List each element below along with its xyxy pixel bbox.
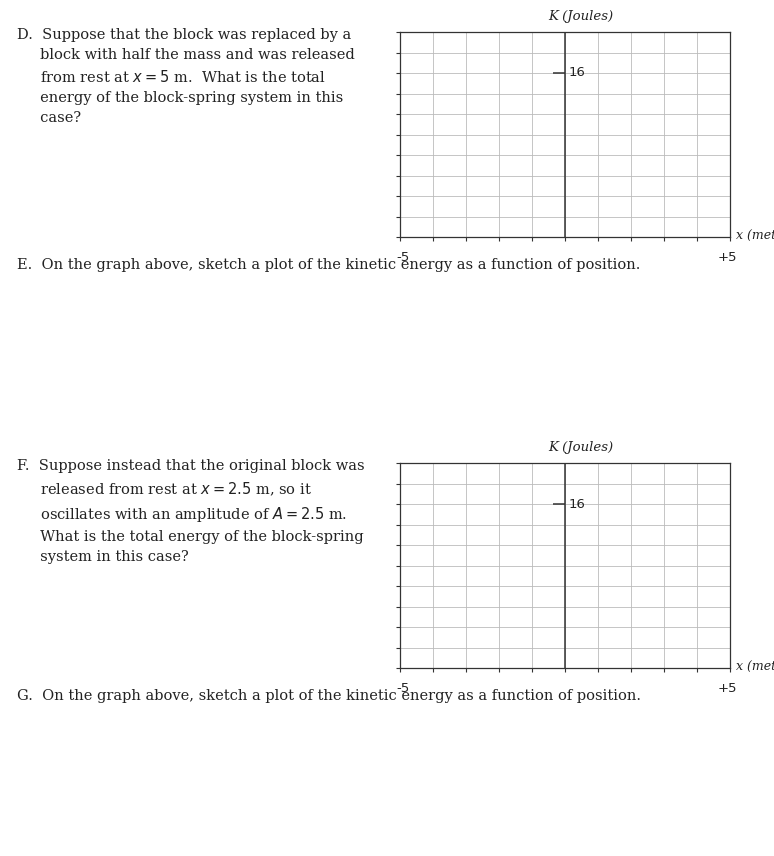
Text: K (Joules): K (Joules) [548,10,613,23]
Text: D.  Suppose that the block was replaced by a
     block with half the mass and w: D. Suppose that the block was replaced b… [17,27,354,125]
Text: x (meters): x (meters) [736,229,774,242]
Text: -5: -5 [396,681,409,695]
Text: 16: 16 [569,497,586,510]
Text: K (Joules): K (Joules) [548,442,613,455]
Text: -5: -5 [396,251,409,264]
Text: x (meters): x (meters) [736,661,774,674]
Text: +5: +5 [717,681,737,695]
Text: +5: +5 [717,251,737,264]
Text: E.  On the graph above, sketch a plot of the kinetic energy as a function of pos: E. On the graph above, sketch a plot of … [17,259,640,272]
Text: 16: 16 [569,67,586,80]
Text: G.  On the graph above, sketch a plot of the kinetic energy as a function of pos: G. On the graph above, sketch a plot of … [17,689,641,704]
Text: F.  Suppose instead that the original block was
     released from rest at $x = : F. Suppose instead that the original blo… [17,459,365,564]
